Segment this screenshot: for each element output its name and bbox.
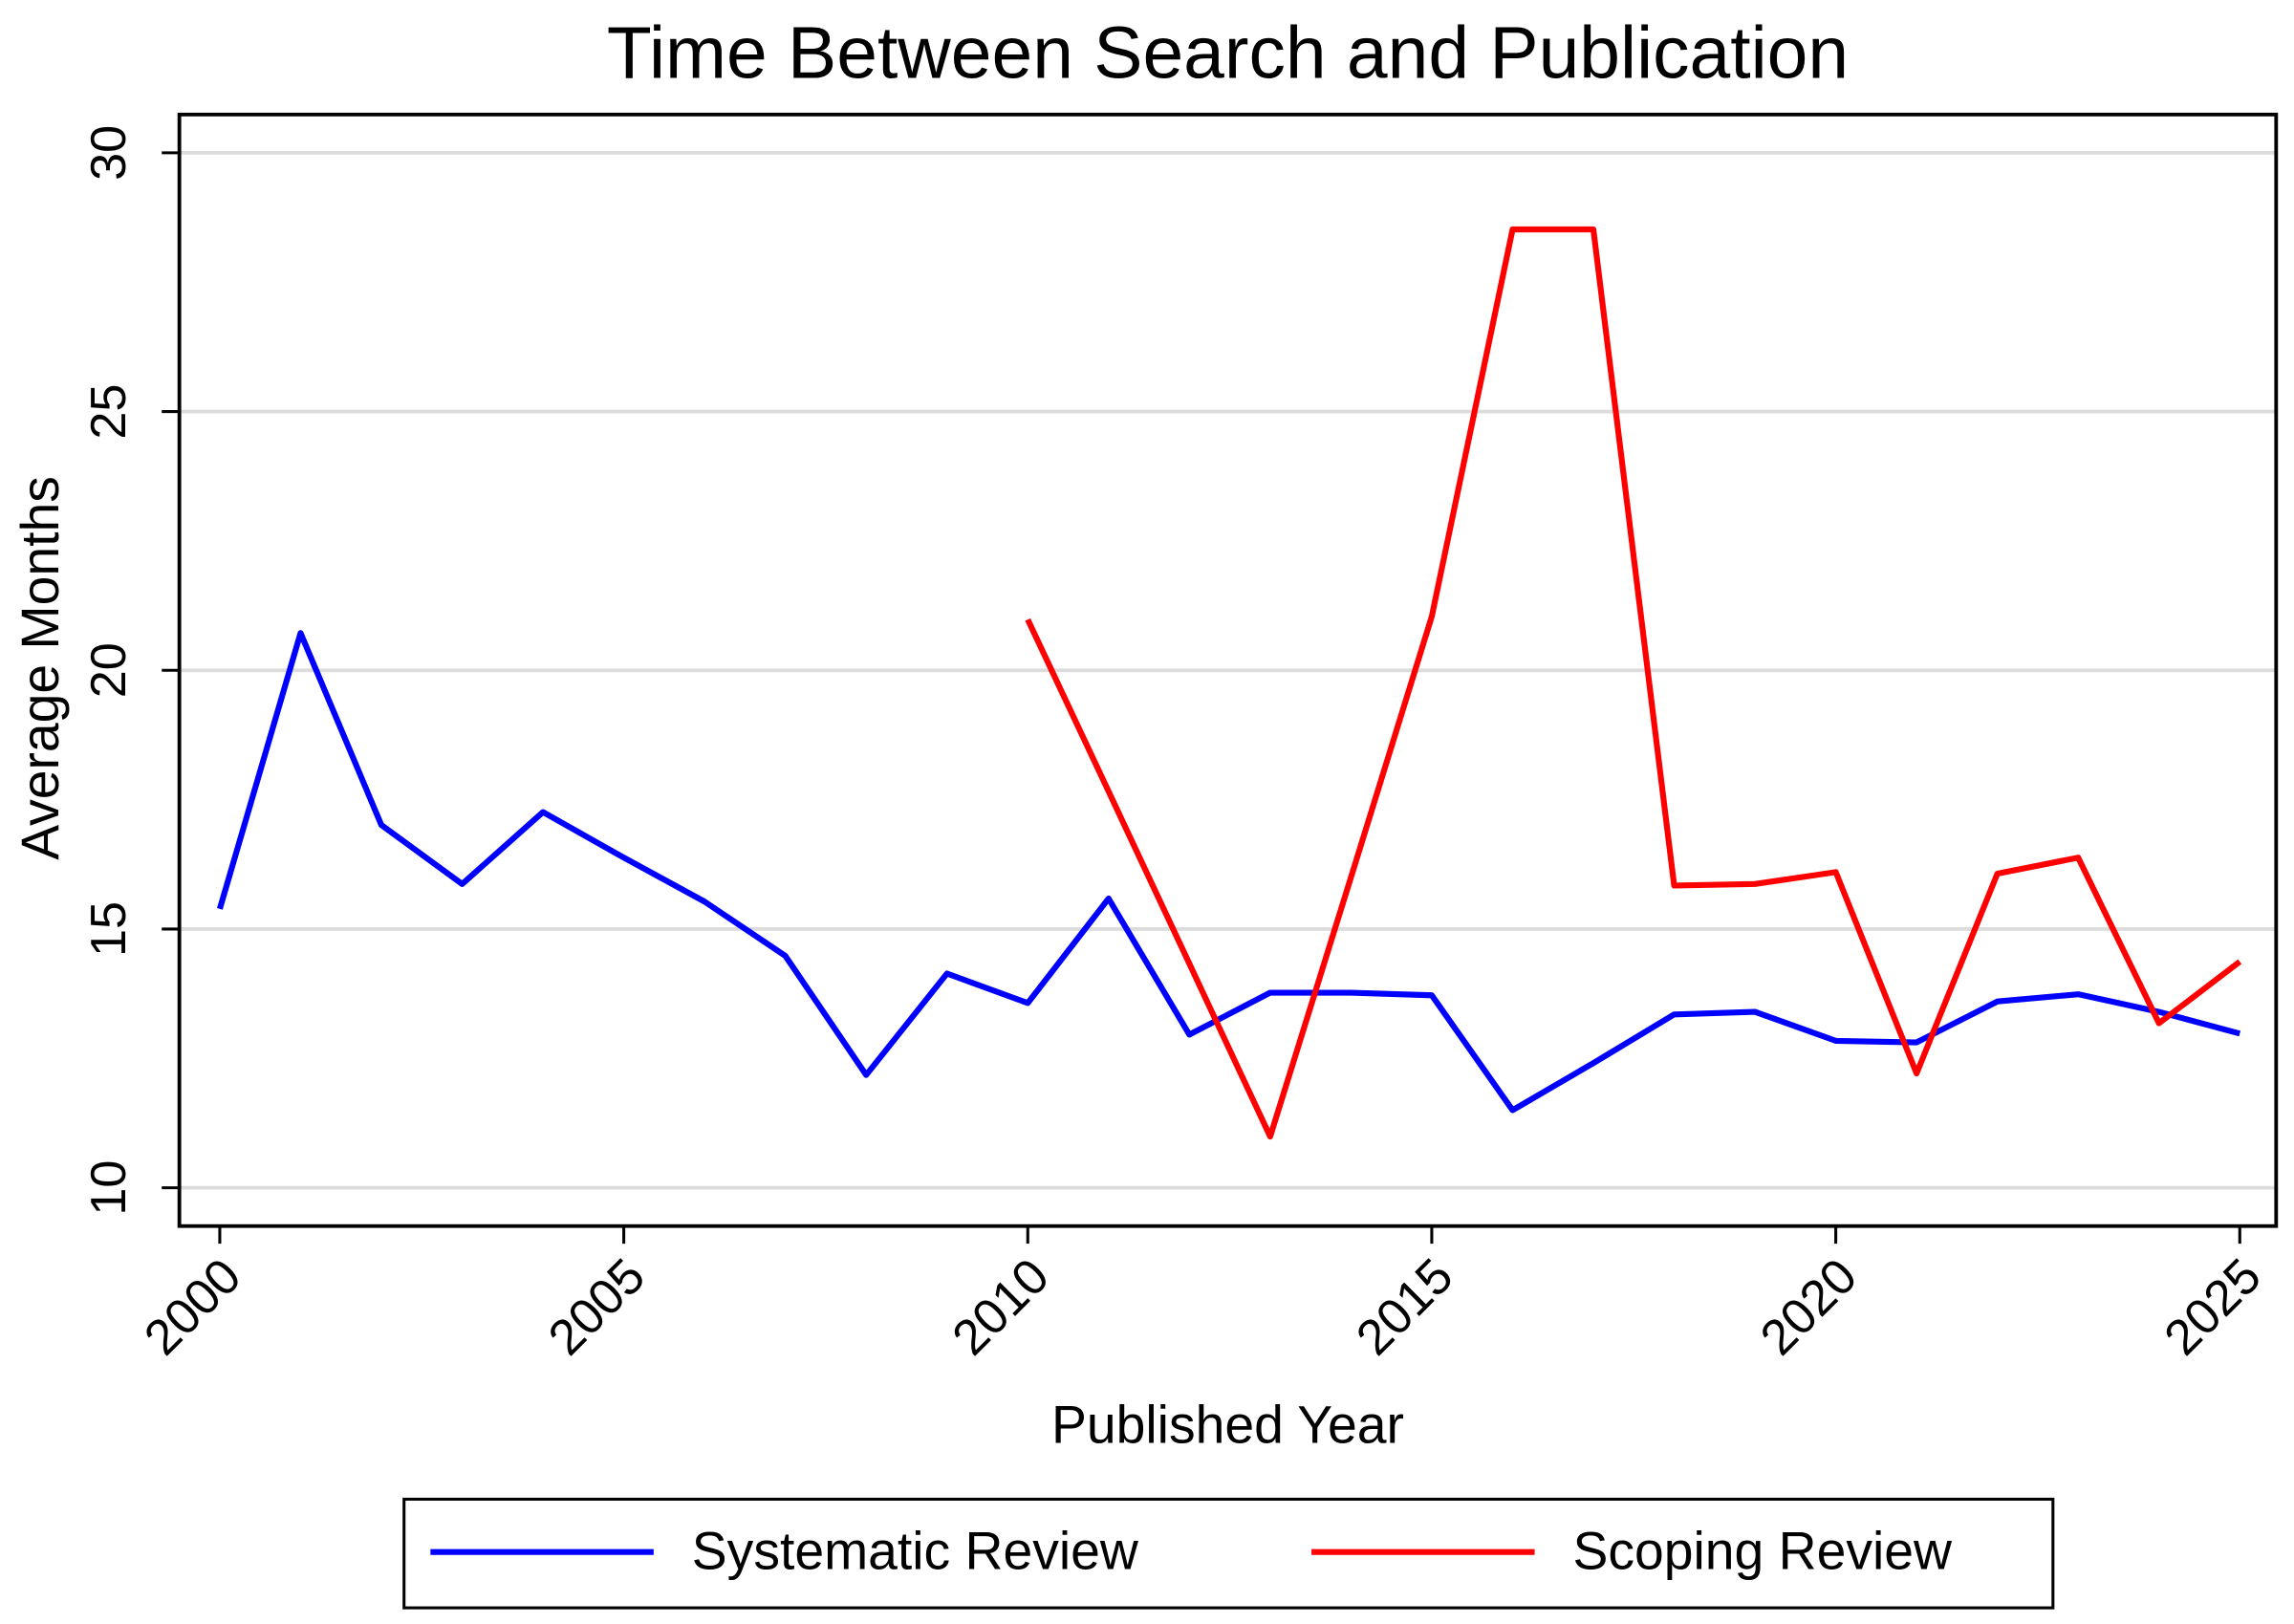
legend-label: Scoping Review bbox=[1572, 1521, 1953, 1580]
y-tick-label: 10 bbox=[81, 1160, 137, 1216]
legend-box bbox=[402, 1497, 2055, 1610]
series-line bbox=[1025, 226, 2242, 1140]
y-tick-label: 15 bbox=[81, 901, 137, 957]
y-tick-label: 20 bbox=[81, 642, 137, 698]
x-axis-label: Published Year bbox=[1051, 1395, 1404, 1454]
y-tick-label: 30 bbox=[81, 125, 137, 181]
legend-label: Systematic Review bbox=[692, 1521, 1139, 1580]
plot-frame bbox=[177, 112, 2279, 1228]
y-axis-label: Average Months bbox=[11, 476, 70, 860]
chart-title: Time Between Search and Publication bbox=[607, 12, 1849, 95]
y-tick-label: 25 bbox=[81, 384, 137, 440]
